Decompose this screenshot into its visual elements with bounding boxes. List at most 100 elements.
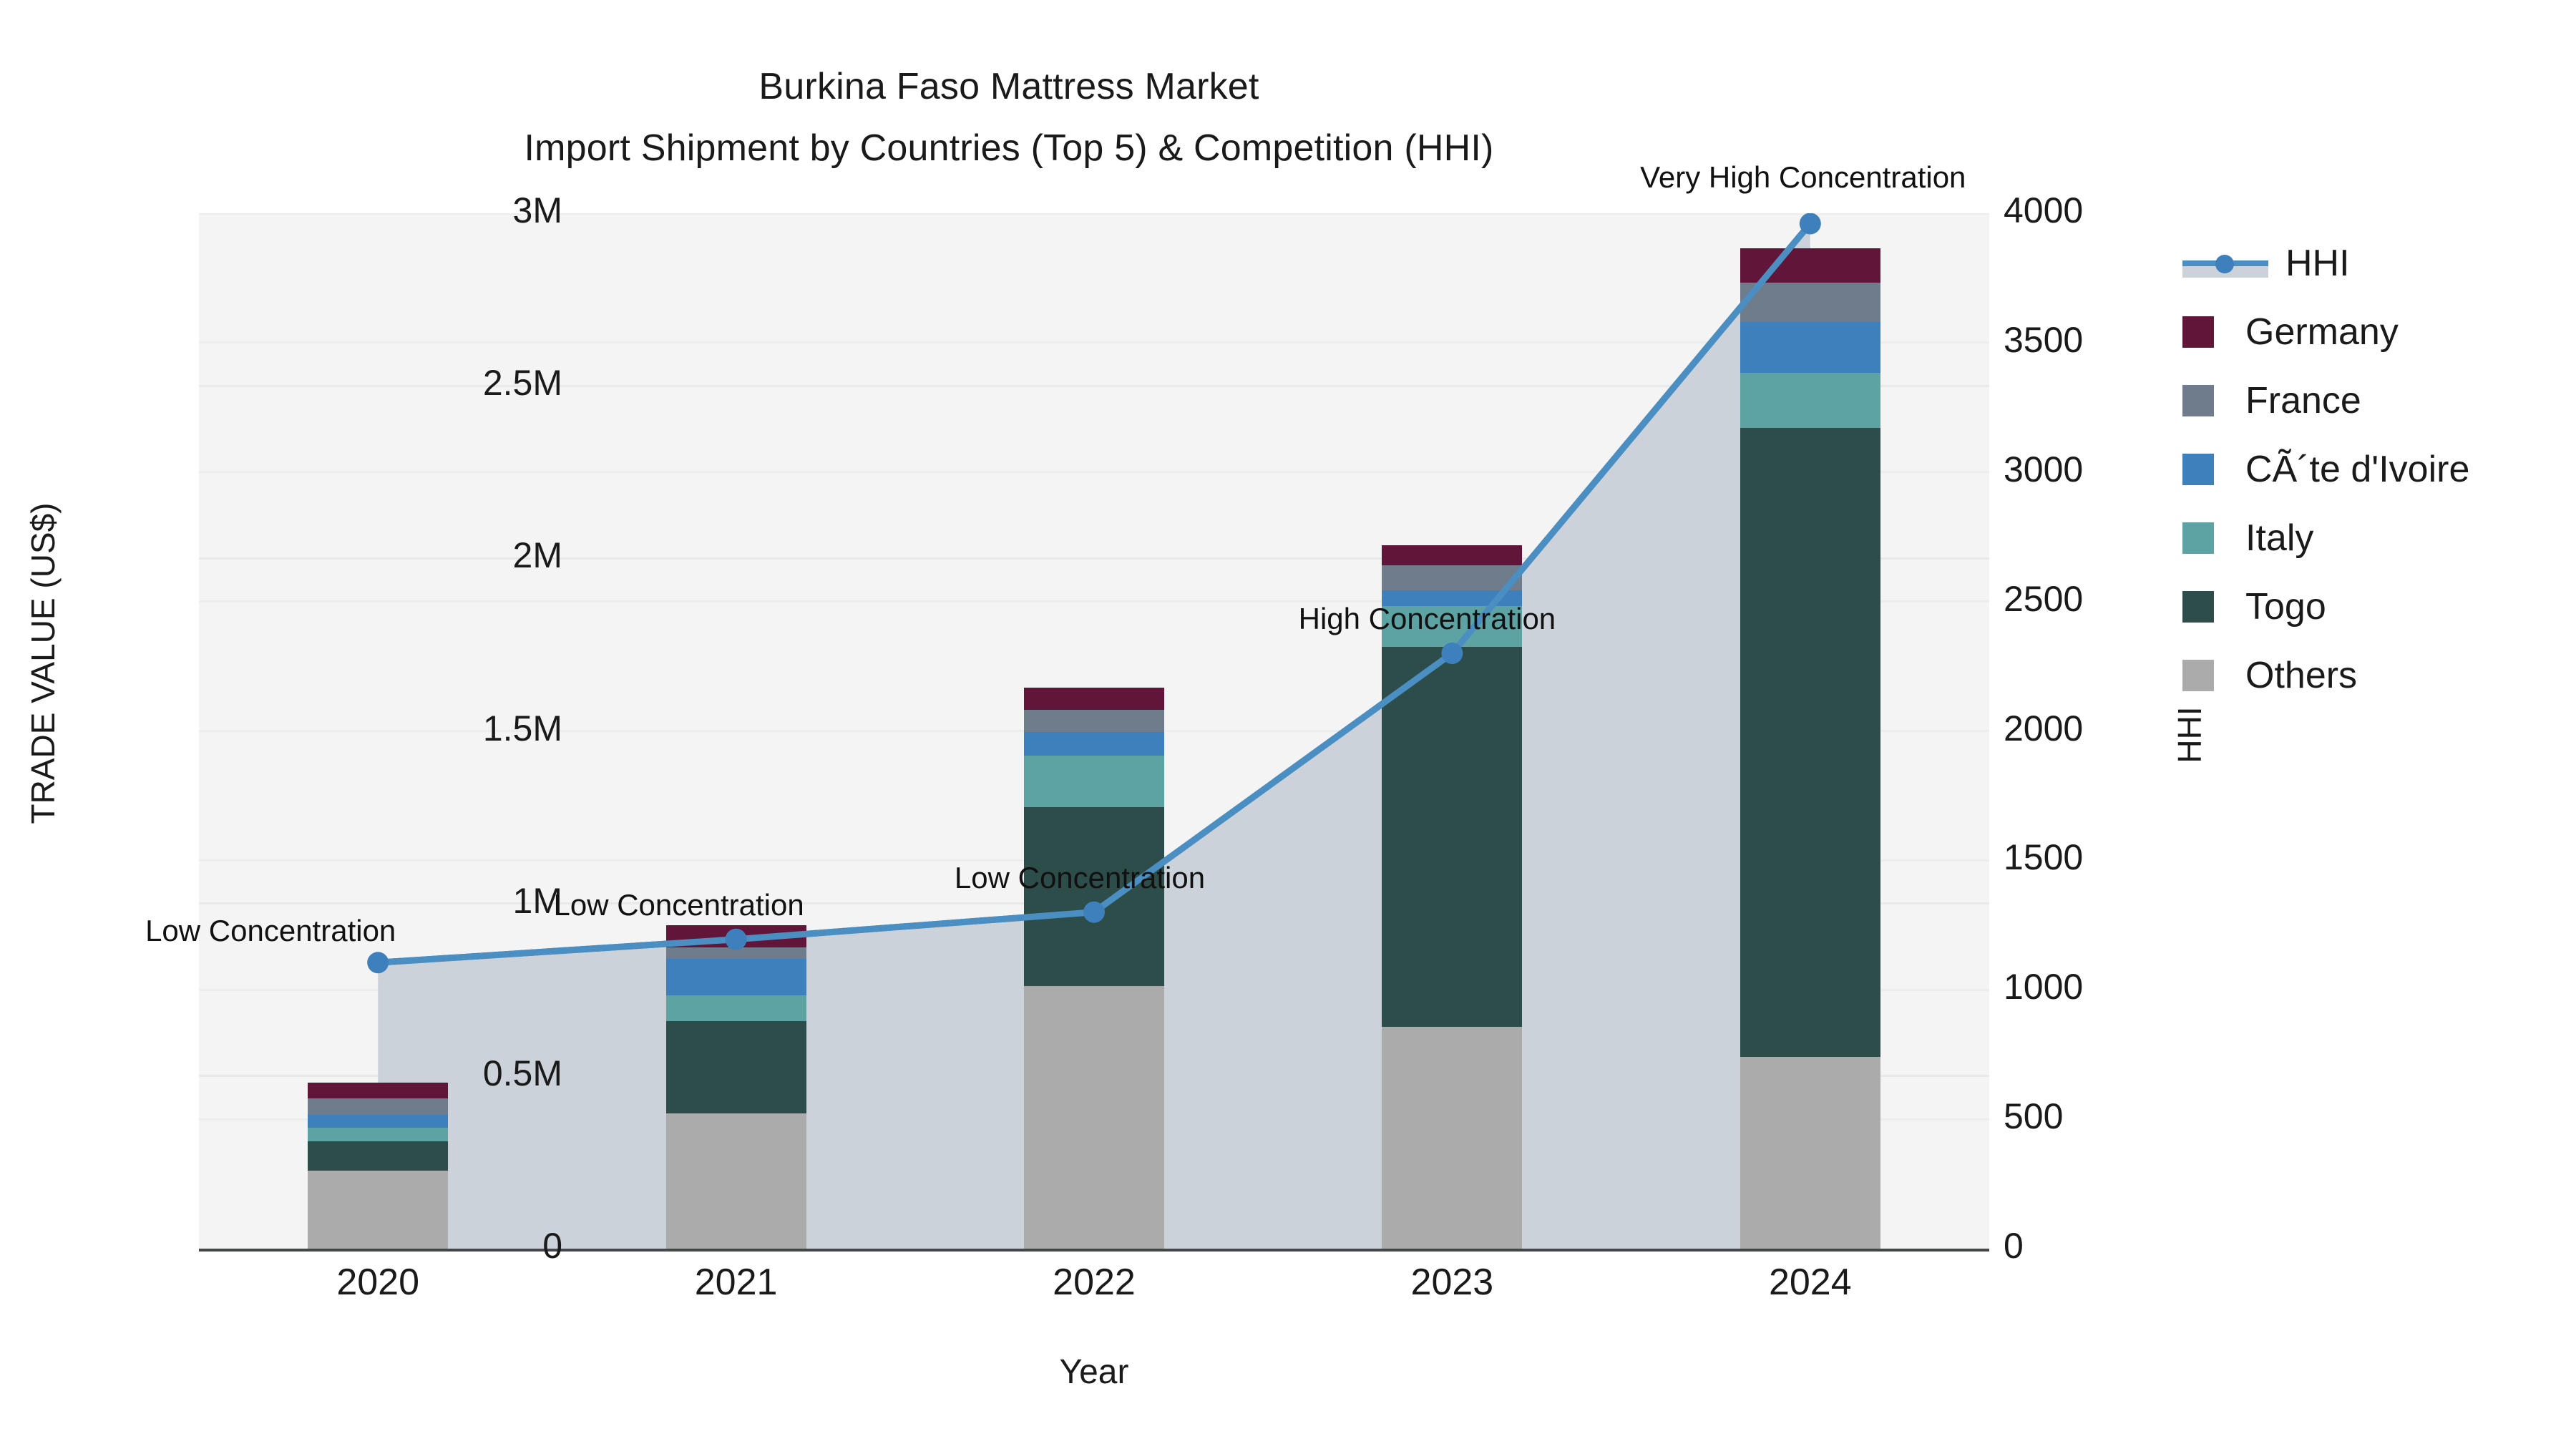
bar-segment[interactable]	[1740, 283, 1880, 322]
bar-segment[interactable]	[665, 1113, 806, 1249]
y-axis-right-tick-label: 3500	[2004, 319, 2084, 360]
bar-segment[interactable]	[1024, 732, 1164, 756]
gridline-secondary	[199, 213, 1989, 215]
gridline	[199, 557, 1989, 560]
x-axis-tick-label: 2022	[1053, 1262, 1136, 1303]
legend-item[interactable]: CÃ´te d'Ivoire	[2182, 435, 2569, 504]
y-axis-left-tick-label: 0.5M	[482, 1053, 562, 1093]
bar-segment[interactable]	[1024, 687, 1164, 710]
hhi-marker[interactable]	[1441, 643, 1463, 664]
gridline-secondary	[199, 341, 1989, 344]
bar-segment[interactable]	[665, 995, 806, 1021]
bar-segment[interactable]	[1024, 986, 1164, 1249]
y-axis-right-tick-label: 500	[2004, 1096, 2064, 1137]
legend-item-label: Germany	[2245, 311, 2399, 353]
x-axis-line	[199, 1249, 1989, 1252]
legend-item[interactable]: HHI	[2182, 229, 2569, 298]
y-axis-left-tick-label: 1.5M	[482, 708, 562, 748]
hhi-marker[interactable]	[725, 928, 747, 950]
x-axis-tick-label: 2023	[1410, 1262, 1494, 1303]
legend-item-label: Togo	[2245, 586, 2326, 628]
bar-segment[interactable]	[1024, 709, 1164, 733]
bar-segment[interactable]	[1382, 545, 1523, 566]
bar-segment[interactable]	[308, 1098, 449, 1115]
legend-item-label: Others	[2245, 655, 2358, 696]
gridline-secondary	[199, 471, 1989, 474]
bar-segment[interactable]	[308, 1171, 449, 1249]
x-axis-tick-label: 2021	[694, 1262, 778, 1303]
hhi-annotation: Low Concentration	[954, 860, 1206, 894]
hhi-annotation: Low Concentration	[553, 887, 804, 922]
x-axis-label: Year	[1059, 1353, 1129, 1391]
legend-swatch-icon	[2182, 591, 2214, 623]
y-axis-right-tick-label: 1000	[2004, 967, 2084, 1008]
hhi-annotation: Low Concentration	[145, 914, 396, 948]
bar-segment[interactable]	[308, 1114, 449, 1128]
y-axis-right-tick-label: 3000	[2004, 449, 2084, 489]
x-axis-tick-label: 2024	[1768, 1262, 1852, 1303]
y-axis-left-tick-label: 2M	[512, 535, 562, 576]
gridline	[199, 384, 1989, 387]
bar-segment[interactable]	[1382, 565, 1523, 591]
y-axis-left-tick-label: 1M	[512, 880, 562, 921]
chart-title: Burkina Faso Mattress Market Import Ship…	[0, 56, 2018, 179]
bar-segment[interactable]	[1024, 756, 1164, 808]
bar-segment[interactable]	[308, 1128, 449, 1142]
bar-group[interactable]	[1382, 213, 1523, 1249]
bar-segment[interactable]	[308, 1083, 449, 1099]
bar-segment[interactable]	[1024, 807, 1164, 987]
legend-item[interactable]: Italy	[2182, 504, 2569, 572]
legend-swatch-icon	[2182, 454, 2214, 485]
y-axis-right-tick-label: 2500	[2004, 578, 2084, 619]
y-axis-right-tick-label: 1500	[2004, 837, 2084, 878]
legend-item-label: CÃ´te d'Ivoire	[2245, 449, 2470, 490]
hhi-marker[interactable]	[1083, 901, 1105, 923]
y-axis-left-tick-label: 3M	[512, 190, 562, 230]
bar-group[interactable]	[308, 213, 449, 1249]
bar-segment[interactable]	[1382, 605, 1523, 648]
y-axis-right-tick-label: 2000	[2004, 708, 2084, 748]
chart-title-line-2: Import Shipment by Countries (Top 5) & C…	[524, 127, 1494, 169]
legend-swatch-icon	[2182, 316, 2214, 348]
plot-area	[199, 213, 1989, 1249]
legend-line-marker-icon	[2182, 248, 2268, 279]
y-axis-right-tick-label: 0	[2004, 1226, 2024, 1266]
hhi-annotation: High Concentration	[1298, 601, 1556, 635]
y-axis-left-label: TRADE VALUE (US$)	[24, 502, 62, 824]
legend-item[interactable]: Togo	[2182, 572, 2569, 641]
bar-segment[interactable]	[1382, 1026, 1523, 1249]
legend-item-label: HHI	[2285, 243, 2350, 284]
legend-swatch-icon	[2182, 522, 2214, 554]
bar-group[interactable]	[1740, 213, 1880, 1249]
hhi-marker[interactable]	[1799, 213, 1821, 235]
y-axis-left-tick-label: 0	[542, 1226, 562, 1266]
legend-item[interactable]: France	[2182, 366, 2569, 435]
legend-item[interactable]: Others	[2182, 641, 2569, 710]
bar-group[interactable]	[1024, 213, 1164, 1249]
legend-swatch-icon	[2182, 660, 2214, 691]
bar-segment[interactable]	[665, 959, 806, 996]
bar-segment[interactable]	[1740, 1056, 1880, 1249]
bar-segment[interactable]	[308, 1141, 449, 1171]
hhi-line-top	[374, 220, 1814, 966]
y-axis-left-tick-label: 2.5M	[482, 363, 562, 404]
bar-segment[interactable]	[1382, 590, 1523, 606]
hhi-annotation: Very High Concentration	[1640, 160, 1966, 195]
bar-segment[interactable]	[665, 947, 806, 960]
legend: HHI Germany France CÃ´te d'Ivoire Italy Togo O…	[2182, 229, 2569, 710]
legend-swatch-icon	[2182, 385, 2214, 416]
chart-title-line-1: Burkina Faso Mattress Market	[758, 66, 1259, 107]
bar-segment[interactable]	[1740, 321, 1880, 373]
hhi-markers-layer	[367, 213, 1821, 974]
gridline-secondary	[199, 600, 1989, 603]
y-axis-right-tick-label: 4000	[2004, 190, 2084, 230]
bar-segment[interactable]	[1382, 647, 1523, 1027]
bar-segment[interactable]	[665, 1020, 806, 1113]
bar-segment[interactable]	[1740, 428, 1880, 1057]
legend-item[interactable]: Germany	[2182, 298, 2569, 366]
hhi-marker[interactable]	[367, 952, 389, 974]
legend-item-label: France	[2245, 380, 2361, 421]
legend-item-label: Italy	[2245, 517, 2314, 559]
bar-segment[interactable]	[1740, 372, 1880, 428]
